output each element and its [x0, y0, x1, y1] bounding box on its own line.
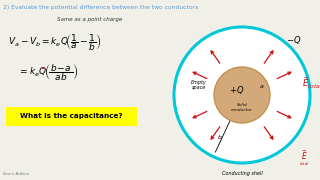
Text: $\bullet$: $\bullet$: [40, 65, 45, 70]
Text: $= k_e Q\!\left(\dfrac{\,b\!-\! a\,}{ab}\right)$: $= k_e Q\!\left(\dfrac{\,b\!-\! a\,}{ab}…: [18, 62, 78, 83]
Text: $_{total}$: $_{total}$: [299, 161, 309, 168]
Text: 2) Evaluate the potential difference between the two conductors: 2) Evaluate the potential difference bet…: [3, 5, 198, 10]
Text: $\vec{E}_{total}$: $\vec{E}_{total}$: [302, 75, 320, 91]
Text: $-Q$: $-Q$: [286, 34, 302, 46]
Text: $b$: $b$: [217, 133, 223, 141]
Text: Solid
conductor: Solid conductor: [231, 103, 253, 112]
Text: Same as a point charge: Same as a point charge: [57, 17, 123, 22]
Text: $a$: $a$: [259, 84, 264, 91]
FancyBboxPatch shape: [5, 107, 137, 125]
Text: $\vec{E}$: $\vec{E}$: [300, 148, 308, 162]
Text: $+Q$: $+Q$: [229, 84, 244, 96]
Text: What is the capacitance?: What is the capacitance?: [20, 113, 122, 119]
Text: $V_a - V_b = k_e Q\!\left(\dfrac{1}{a} - \dfrac{1}{b}\right)$: $V_a - V_b = k_e Q\!\left(\dfrac{1}{a} -…: [8, 32, 101, 53]
Text: Conducting shell: Conducting shell: [222, 171, 262, 176]
Text: Kevin Adkins: Kevin Adkins: [3, 172, 29, 176]
Circle shape: [214, 67, 270, 123]
Circle shape: [174, 27, 310, 163]
Text: Empty
space: Empty space: [191, 80, 207, 90]
